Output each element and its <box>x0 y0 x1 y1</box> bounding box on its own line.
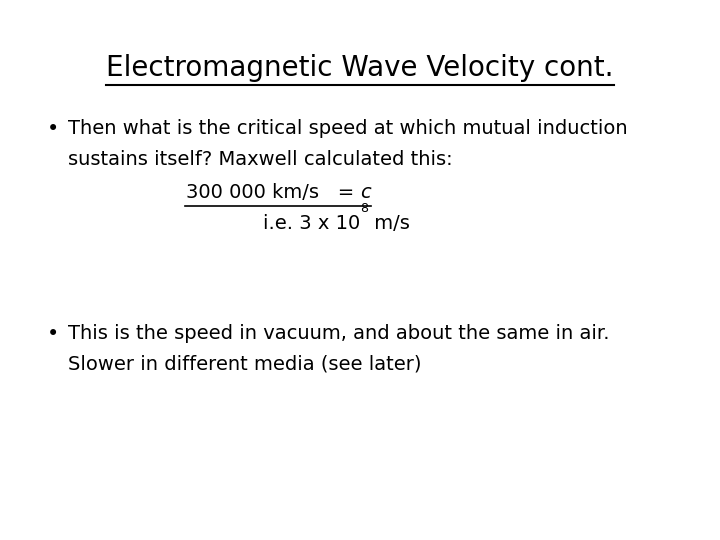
Text: m/s: m/s <box>368 214 410 233</box>
Text: Slower in different media (see later): Slower in different media (see later) <box>68 355 422 374</box>
Text: This is the speed in vacuum, and about the same in air.: This is the speed in vacuum, and about t… <box>68 324 610 343</box>
Text: 8: 8 <box>360 202 368 215</box>
Text: •: • <box>47 119 59 139</box>
Text: 300 000 km/s   =: 300 000 km/s = <box>186 184 360 202</box>
Text: c: c <box>360 184 371 202</box>
Text: •: • <box>47 324 59 344</box>
Text: sustains itself? Maxwell calculated this:: sustains itself? Maxwell calculated this… <box>68 150 453 168</box>
Text: i.e. 3 x 10: i.e. 3 x 10 <box>263 214 360 233</box>
Text: Electromagnetic Wave Velocity cont.: Electromagnetic Wave Velocity cont. <box>107 54 613 82</box>
Text: Then what is the critical speed at which mutual induction: Then what is the critical speed at which… <box>68 119 628 138</box>
